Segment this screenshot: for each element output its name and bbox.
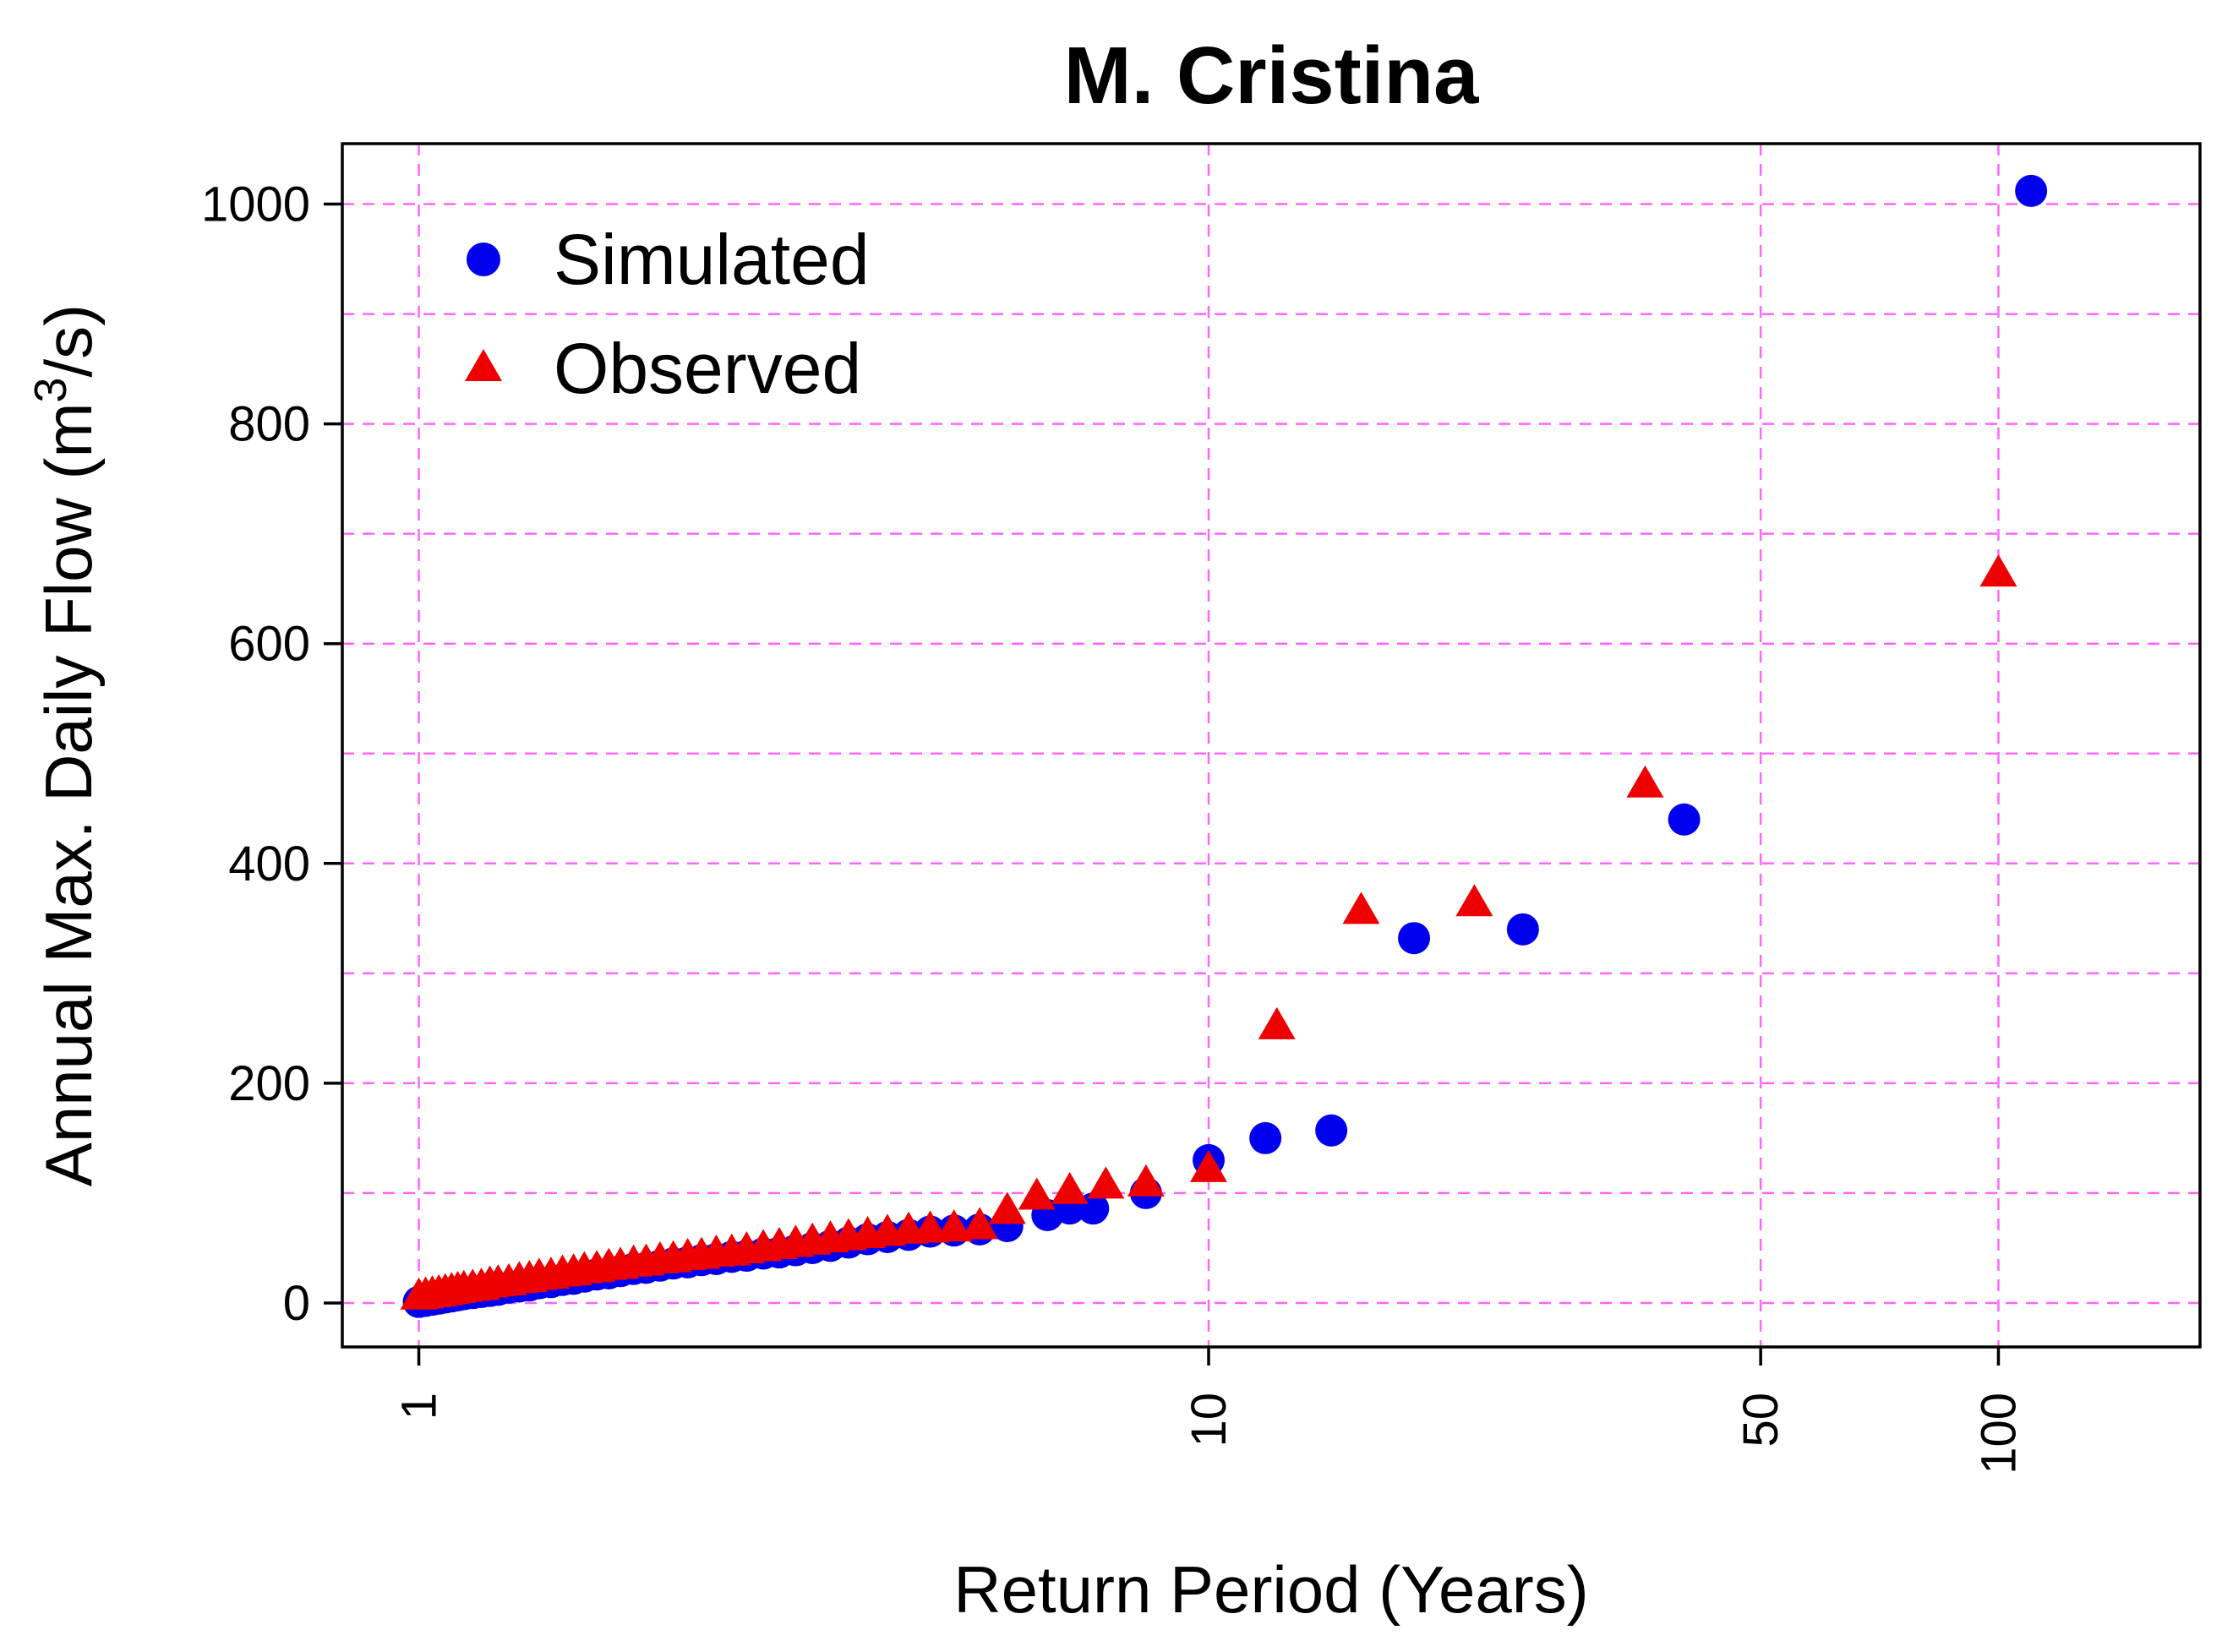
x-tick-label: 100 [1971,1393,2026,1475]
simulated-point [1506,913,1539,946]
legend-observed-label: Observed [554,329,861,408]
y-tick-label: 0 [283,1276,310,1331]
observed-point [1087,1166,1125,1199]
simulated-point [1315,1114,1348,1147]
simulated-point [1249,1121,1282,1154]
y-axis-label-main: Annual Max. Daily Flow (m [31,403,106,1187]
observed-point [988,1191,1026,1224]
observed-point [1018,1177,1056,1210]
x-axis-label: Return Period (Years) [953,1552,1588,1627]
observed-point [1979,554,2017,587]
simulated-point [2015,174,2048,207]
simulated-point [1668,803,1701,836]
y-tick-label: 600 [228,617,310,672]
x-tick-label: 10 [1182,1393,1237,1448]
x-tick-label: 1 [392,1393,447,1420]
observed-point [1258,1006,1296,1039]
legend-simulated-label: Simulated [554,220,870,299]
y-tick-label: 800 [228,397,310,452]
observed-point [961,1207,999,1240]
legend: Simulated Observed [465,220,870,408]
x-axis: 1 10 50 100 [392,1347,2026,1475]
observed-point [1342,891,1380,924]
observed-point [1190,1149,1228,1182]
observed-point [935,1209,973,1242]
y-axis: 0 200 400 600 800 1000 [201,177,342,1331]
observed-point [1626,765,1664,798]
observed-point [1127,1164,1165,1197]
y-axis-label-tail: /s) [31,304,106,378]
chart-title: M. Cristina [1064,30,1479,121]
y-axis-label: Annual Max. Daily Flow (m3/s) [25,304,106,1186]
legend-observed-marker [465,349,502,381]
y-axis-label-superscript: 3 [25,378,76,403]
y-tick-label: 200 [228,1056,310,1111]
x-tick-label: 50 [1733,1393,1788,1448]
y-tick-label: 1000 [201,177,310,232]
series-observed [400,554,2017,1310]
data-points [400,174,2048,1318]
legend-simulated-marker [467,243,500,276]
plot-frame [341,142,2202,1349]
observed-point [1455,884,1493,917]
observed-point [1051,1171,1089,1204]
grid-layer [342,144,2200,1347]
simulated-point [1398,922,1431,955]
y-tick-label: 400 [228,837,310,891]
